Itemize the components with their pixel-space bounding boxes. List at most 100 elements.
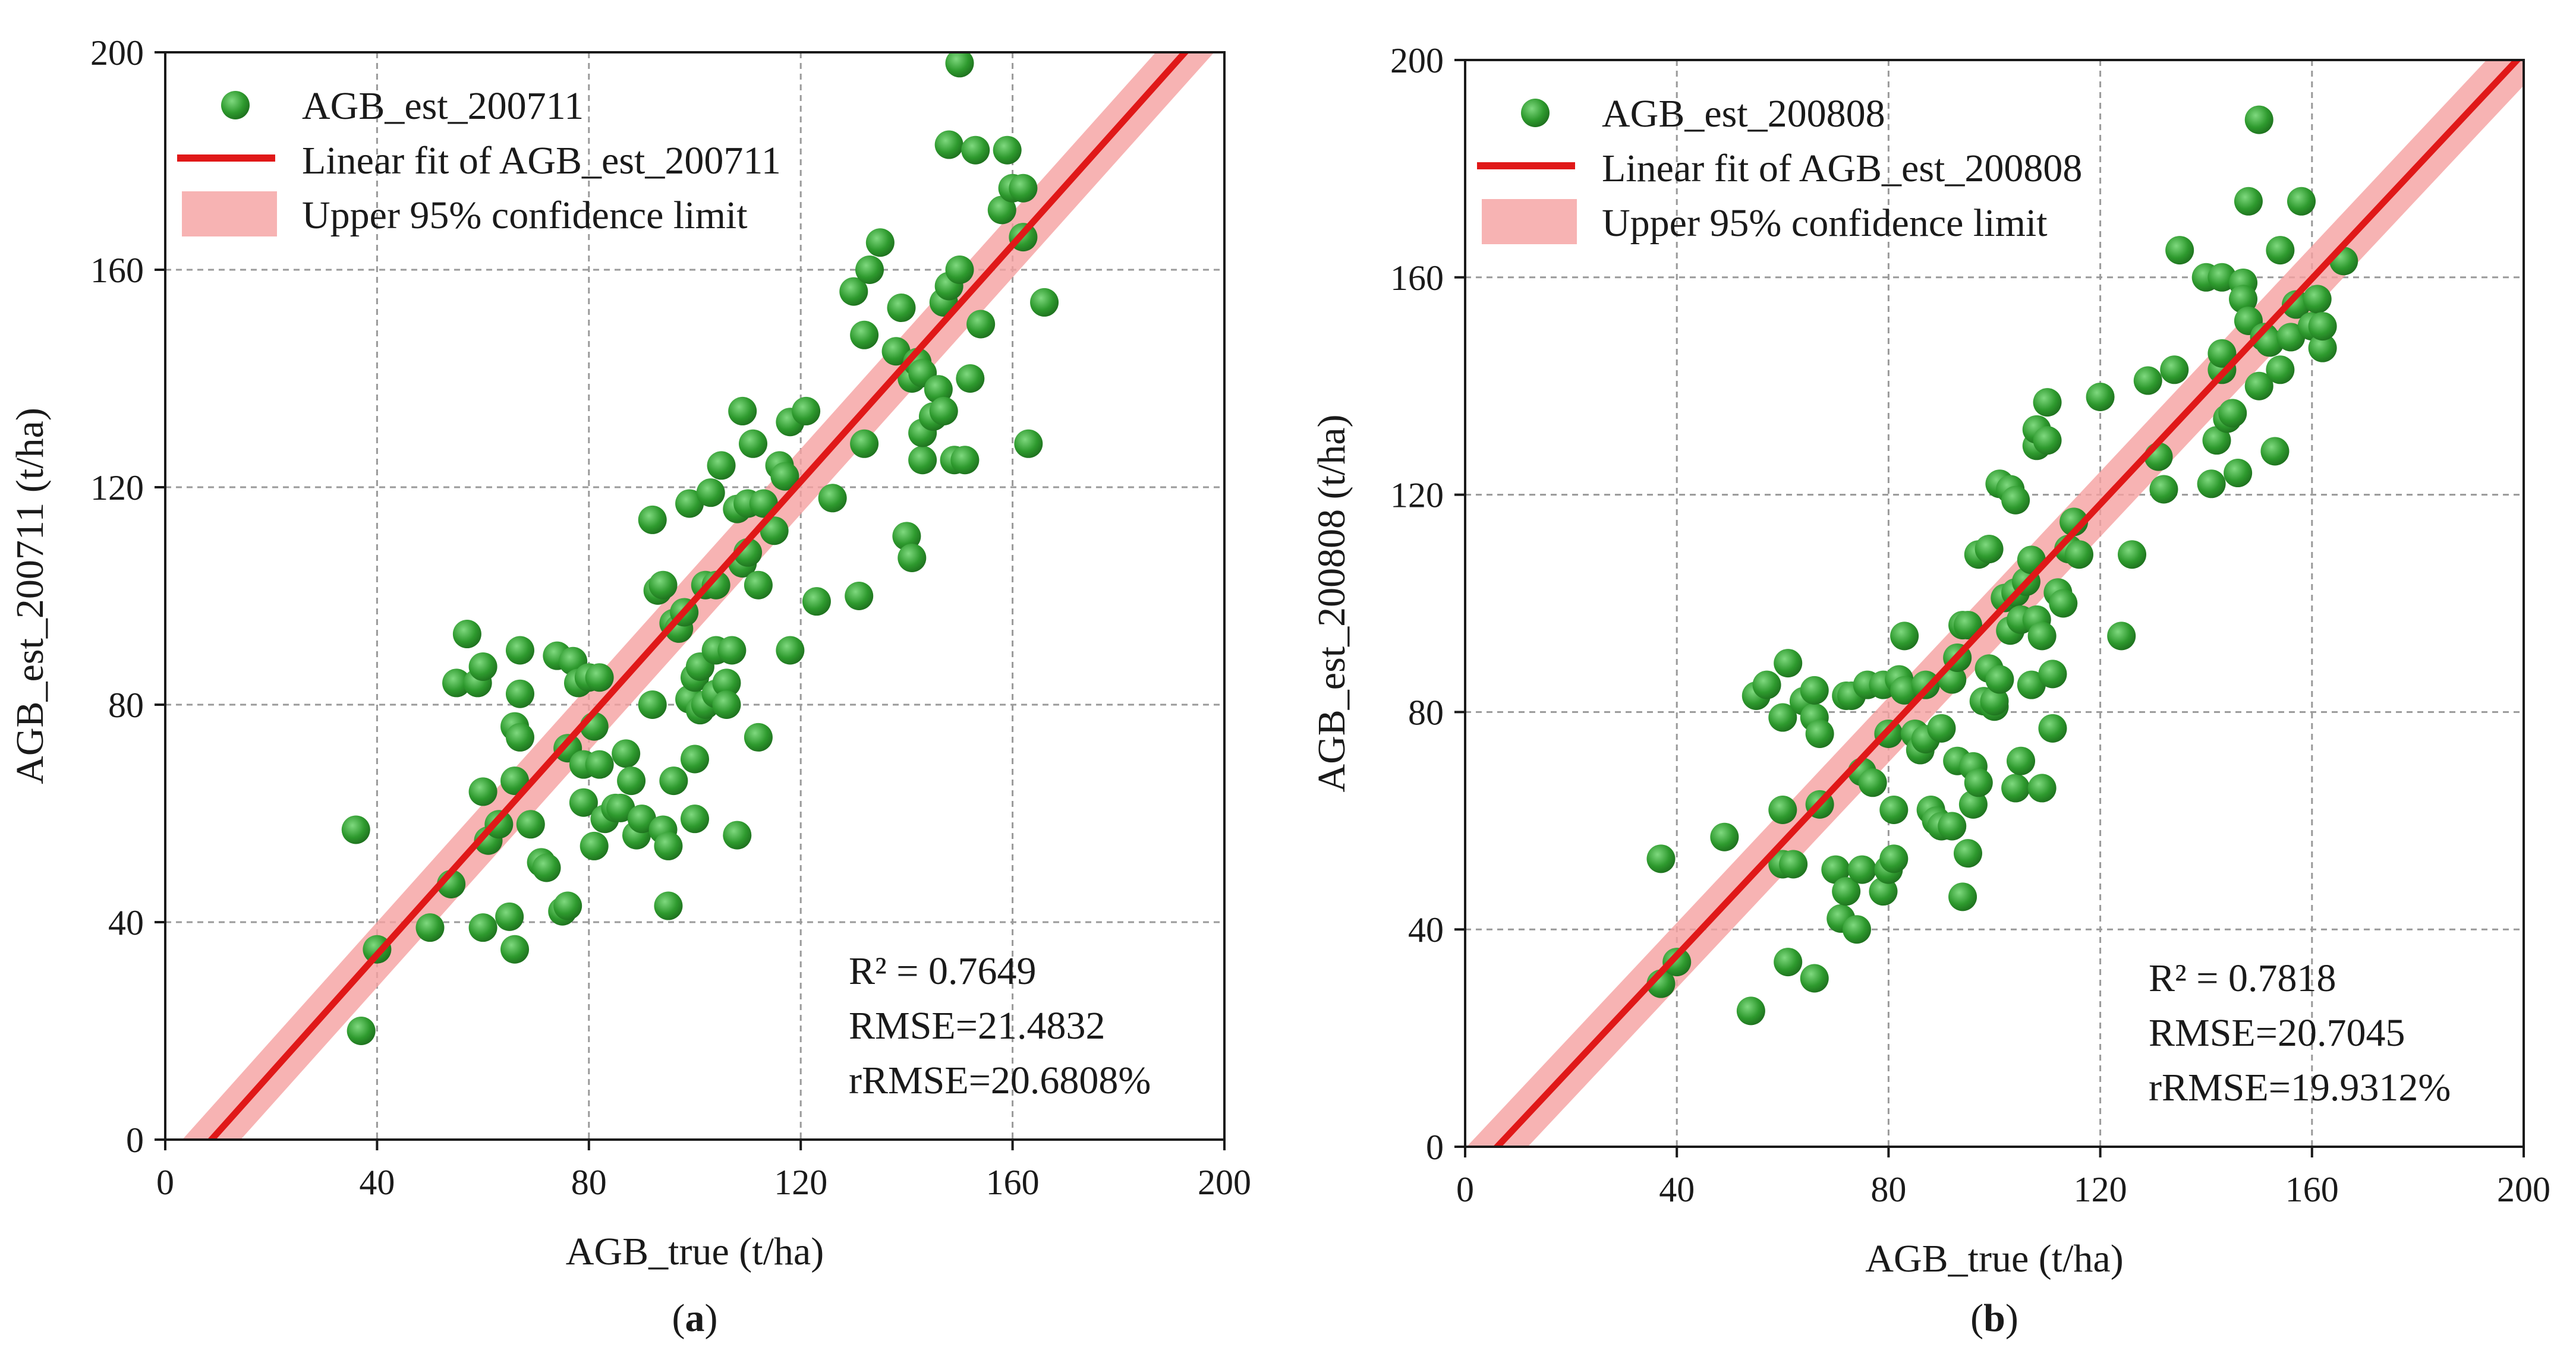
data-point: [929, 396, 958, 425]
panel-label: (b): [1970, 1296, 2018, 1340]
data-point: [2001, 485, 2030, 515]
data-point: [956, 364, 985, 393]
data-point: [892, 522, 921, 551]
data-point: [495, 902, 524, 931]
data-point: [1842, 915, 1871, 944]
data-point: [739, 429, 768, 458]
x-tick-label: 200: [1198, 1163, 1251, 1202]
data-point: [2224, 459, 2253, 488]
data-point: [2165, 236, 2194, 265]
data-point: [850, 320, 879, 349]
y-tick-label: 120: [1390, 476, 1444, 515]
data-point: [585, 663, 614, 692]
data-point: [2234, 187, 2263, 216]
data-point: [1821, 855, 1850, 884]
data-point: [532, 853, 561, 882]
data-point: [987, 195, 1016, 225]
y-tick-label: 40: [108, 903, 144, 942]
fit-line: [207, 52, 1190, 1140]
data-point: [2017, 670, 2046, 699]
data-point: [881, 337, 911, 366]
legend-band-marker: [182, 191, 277, 236]
data-point: [681, 744, 709, 774]
y-tick-label: 160: [90, 251, 144, 290]
data-point: [712, 690, 741, 719]
data-point: [908, 446, 937, 475]
data-point: [1938, 812, 1967, 841]
x-tick-label: 160: [2285, 1170, 2339, 1209]
data-point: [612, 739, 641, 768]
data-point: [585, 750, 614, 779]
data-point: [2027, 622, 2057, 651]
x-tick-label: 0: [156, 1163, 174, 1202]
y-tick-label: 0: [126, 1121, 144, 1160]
data-point: [1774, 948, 1803, 977]
data-point: [2033, 388, 2062, 417]
y-tick-label: 80: [108, 686, 144, 725]
legend-point-marker: [221, 91, 250, 119]
data-point: [696, 478, 725, 507]
fit-line: [1492, 60, 2522, 1147]
data-point: [1927, 714, 1956, 743]
plot-area: [182, 52, 1214, 1140]
data-point: [1953, 611, 1982, 640]
data-point: [2049, 589, 2078, 618]
data-point: [1009, 173, 1038, 203]
data-point: [707, 451, 736, 480]
data-point: [1964, 768, 1993, 797]
data-point: [966, 310, 996, 339]
data-point: [818, 484, 847, 513]
data-point: [569, 788, 598, 817]
legend-label-points: AGB_est_200711: [302, 84, 584, 128]
data-point: [950, 446, 980, 475]
data-point: [897, 543, 927, 572]
chart-panel-b: 0 40 80 120 160 200 0 40 80 120 160 200 AGB_true (t/…: [1310, 41, 2550, 1340]
data-point: [744, 723, 773, 752]
data-point: [2244, 371, 2273, 400]
data-point: [627, 805, 656, 834]
data-point: [887, 294, 916, 323]
data-point: [1779, 850, 1808, 879]
legend-label-points: AGB_est_200808: [1602, 92, 1885, 135]
data-point: [1736, 996, 1765, 1026]
data-point: [993, 135, 1022, 165]
data-point: [505, 636, 534, 665]
data-point: [2244, 105, 2273, 134]
data-point: [728, 396, 757, 425]
data-point: [654, 831, 683, 860]
x-tick-label: 0: [1456, 1170, 1474, 1209]
plot-frame: [1464, 59, 2525, 1148]
data-point: [2276, 323, 2306, 352]
data-point: [723, 821, 752, 850]
data-point: [1805, 719, 1834, 748]
data-point: [1858, 768, 1887, 797]
data-point: [2229, 285, 2258, 314]
data-point: [553, 891, 582, 920]
data-point: [855, 255, 884, 284]
legend-label-band: Upper 95% confidence limit: [302, 194, 748, 237]
panel-label-open: (: [672, 1296, 685, 1340]
y-tick-label: 120: [90, 468, 144, 507]
data-point: [845, 582, 874, 610]
data-point: [1980, 687, 2009, 716]
data-point: [945, 52, 974, 78]
data-point: [347, 1017, 376, 1045]
data-point: [2086, 382, 2115, 411]
data-point: [2001, 774, 2030, 803]
stat-annotation: rRMSE=19.9312%: [2149, 1066, 2451, 1109]
data-point: [776, 636, 805, 665]
y-tick-label: 40: [1408, 910, 1444, 949]
data-point: [2038, 714, 2067, 743]
x-tick-label: 80: [1870, 1170, 1906, 1209]
data-point: [659, 766, 688, 796]
data-point: [1014, 429, 1043, 458]
data-point: [1768, 703, 1797, 732]
legend-band-marker: [1482, 199, 1577, 244]
data-point: [1030, 288, 1059, 317]
data-point: [638, 690, 667, 719]
y-tick-label: 200: [90, 33, 144, 72]
x-tick-label: 40: [1659, 1170, 1695, 1209]
data-point: [2038, 660, 2067, 689]
data-point: [770, 462, 799, 491]
